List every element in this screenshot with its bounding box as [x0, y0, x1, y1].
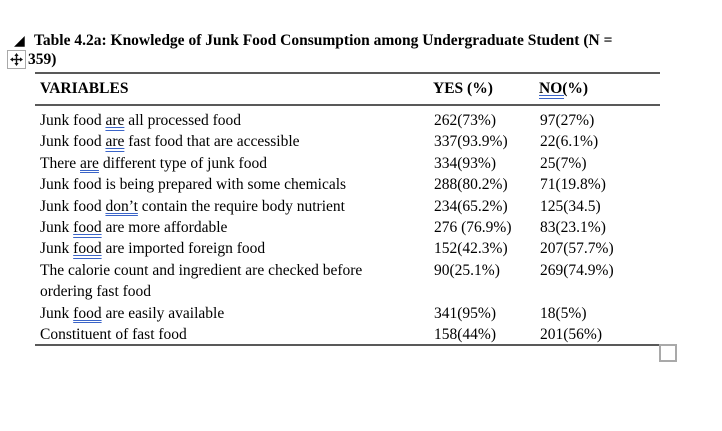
- row-variable-label: Junk food are imported foreign food: [40, 240, 266, 258]
- heading-collapse-icon[interactable]: ◢: [14, 33, 25, 49]
- row-variable-label: Junk food don’t contain the require body…: [40, 197, 345, 215]
- row-no-value: 83(23.1%): [540, 219, 606, 237]
- row-variable-label: Junk food are all processed food: [40, 112, 242, 129]
- grammar-flagged-text: don’t: [105, 197, 138, 215]
- grammar-flagged-text: food: [73, 240, 102, 258]
- row-no-value: 71(19.8%): [540, 176, 606, 194]
- table-row: Junk food are fast food that are accessi…: [40, 131, 680, 152]
- row-yes-value: 276 (76.9%): [434, 219, 512, 237]
- row-no-value: 97(27%): [540, 112, 595, 129]
- row-yes-value: 90(25.1%): [434, 261, 500, 279]
- row-yes-value: 288(80.2%): [434, 176, 508, 194]
- row-yes-value: 337(93.9%): [434, 133, 508, 151]
- table-title-line2: 359): [28, 51, 57, 68]
- table-row: Junk food are easily available 341(95%) …: [40, 303, 680, 324]
- table-top-border: [35, 72, 660, 74]
- row-yes-value: 234(65.2%): [434, 197, 508, 215]
- table-bottom-border: [35, 344, 660, 346]
- row-no-value: 201(56%): [540, 326, 602, 344]
- grammar-flagged-text: are: [105, 112, 125, 129]
- grammar-flagged-text: are: [105, 133, 125, 151]
- table-resize-handle[interactable]: [659, 344, 677, 362]
- grammar-flagged-text: NO(: [539, 80, 568, 97]
- row-variable-label: The calorie count and ingredient are che…: [40, 261, 363, 301]
- grammar-flagged-text: food: [73, 219, 102, 237]
- column-header-no: NO(%): [539, 80, 588, 98]
- grammar-flagged-text: food: [73, 304, 102, 322]
- table-row: Junk food are imported foreign food 152(…: [40, 238, 680, 259]
- row-yes-value: 262(73%): [434, 112, 496, 129]
- row-variable-label: Constituent of fast food: [40, 326, 187, 344]
- row-no-value: 18(5%): [540, 304, 587, 322]
- table-move-handle[interactable]: [7, 50, 26, 69]
- row-variable-label: Junk food are fast food that are accessi…: [40, 133, 300, 151]
- table-row: Constituent of fast food 158(44%) 201(56…: [40, 324, 680, 345]
- row-yes-value: 341(95%): [434, 304, 496, 322]
- row-variable-label: Junk food are more affordable: [40, 219, 228, 237]
- table-rows: Junk food are all processed food 262(73%…: [40, 110, 680, 345]
- column-header-variables: VARIABLES: [40, 80, 129, 97]
- row-no-value: 22(6.1%): [540, 133, 599, 151]
- row-yes-value: 152(42.3%): [434, 240, 508, 258]
- table-row: Junk food are more affordable 276 (76.9%…: [40, 217, 680, 238]
- move-arrows-icon: [10, 53, 23, 66]
- row-variable-label: There are different type of junk food: [40, 154, 267, 172]
- table-row: The calorie count and ingredient are che…: [40, 260, 680, 303]
- table-row: Junk food is being prepared with some ch…: [40, 174, 680, 195]
- row-yes-value: 334(93%): [434, 154, 496, 172]
- row-no-value: 207(57.7%): [540, 240, 614, 258]
- table-header-border: [35, 104, 660, 106]
- table-title-line1: Table 4.2a: Knowledge of Junk Food Consu…: [34, 32, 613, 49]
- row-no-value: 125(34.5): [540, 197, 601, 215]
- row-no-value: 269(74.9%): [540, 261, 614, 279]
- grammar-flagged-text: are: [80, 154, 99, 172]
- column-header-yes: YES (%): [433, 80, 493, 97]
- table-row: Junk food don’t contain the require body…: [40, 196, 680, 217]
- column-header-no-rest: %): [567, 80, 589, 97]
- table-row: There are different type of junk food 33…: [40, 153, 680, 174]
- row-yes-value: 158(44%): [434, 326, 496, 344]
- row-variable-label: Junk food are easily available: [40, 304, 225, 322]
- row-no-value: 25(7%): [540, 154, 587, 172]
- row-variable-label: Junk food is being prepared with some ch…: [40, 176, 347, 194]
- table-row: Junk food are all processed food 262(73%…: [40, 110, 680, 131]
